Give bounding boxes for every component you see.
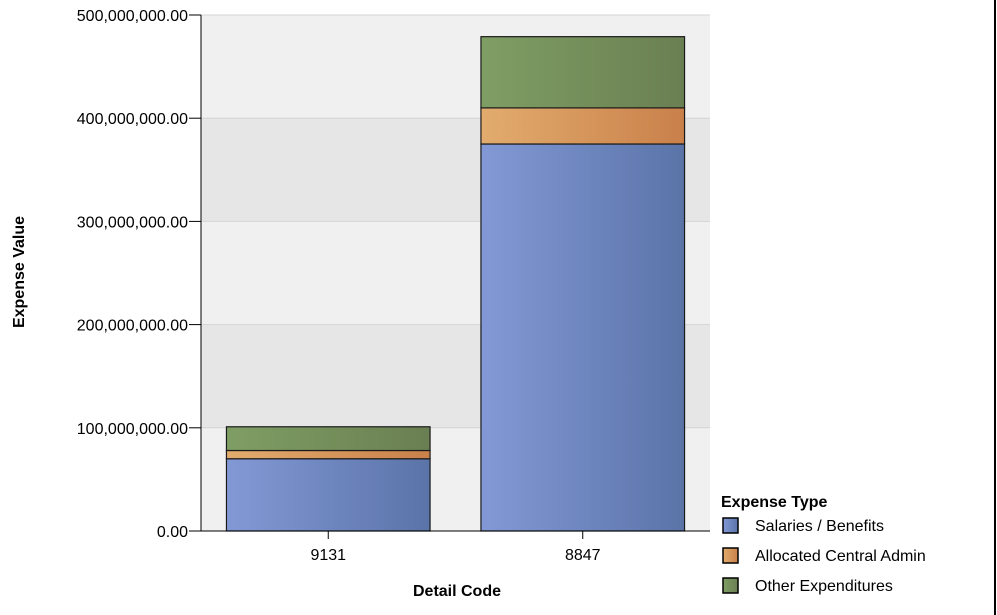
legend: Expense Type Salaries / Benefits Allocate… <box>721 494 926 595</box>
axes <box>200 15 710 532</box>
legend-swatch-2 <box>722 577 739 594</box>
y-tick-label: 300,000,000.00 <box>77 214 188 231</box>
y-axis-ticks: 0.00 100,000,000.00 200,000,000.00 300,000,… <box>77 8 201 541</box>
bar-segment-9131-1 <box>225 449 431 460</box>
bars <box>225 36 686 532</box>
bar-segment-9131-0 <box>225 458 431 532</box>
y-tick-label: 200,000,000.00 <box>77 318 188 335</box>
legend-swatch-1 <box>722 547 739 564</box>
legend-label-2: Other Expenditures <box>755 578 893 595</box>
bar-segment-8847-1 <box>480 107 686 145</box>
y-tick-label: 400,000,000.00 <box>77 111 188 128</box>
bar-segment-9131-2 <box>225 426 431 452</box>
bar-segment-8847-2 <box>480 36 686 109</box>
legend-label-1: Allocated Central Admin <box>755 548 926 565</box>
y-tick-label: 100,000,000.00 <box>77 421 188 438</box>
bar-segment-8847-0 <box>480 143 686 532</box>
y-axis-title: Expense Value <box>11 216 28 328</box>
legend-label-0: Salaries / Benefits <box>755 518 884 535</box>
y-tick-label: 0.00 <box>157 524 188 541</box>
x-axis-ticks: 9131 8847 <box>310 531 601 564</box>
legend-swatch-0 <box>722 517 739 534</box>
x-axis-title: Detail Code <box>413 583 501 600</box>
x-tick-label: 8847 <box>565 547 601 564</box>
y-tick-label: 500,000,000.00 <box>77 8 188 25</box>
x-tick-label: 9131 <box>310 547 346 564</box>
legend-title: Expense Type <box>721 494 828 511</box>
